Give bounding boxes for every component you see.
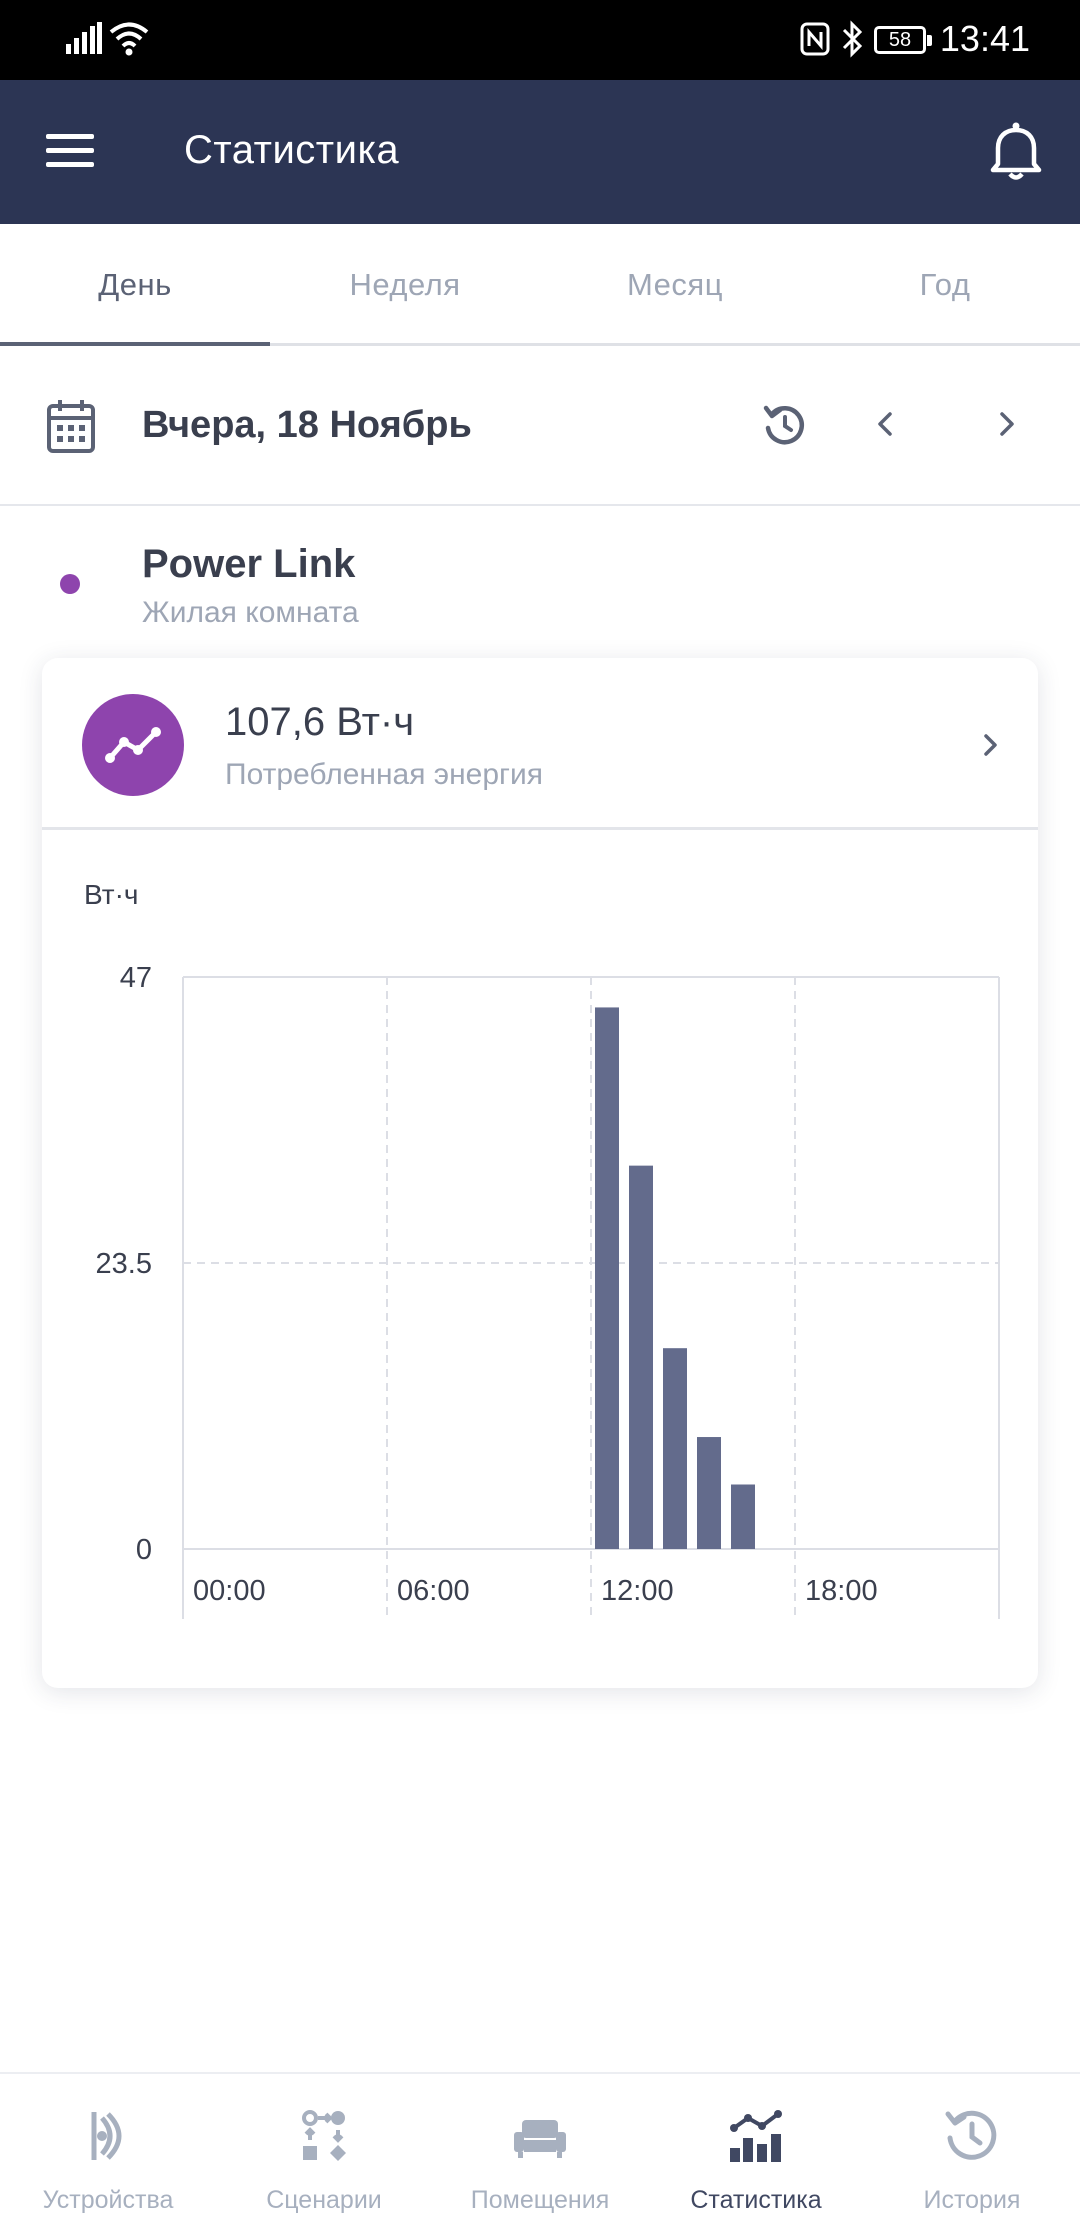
chart-bar (697, 1437, 721, 1549)
device-room: Жилая комната (142, 596, 359, 629)
energy-chart: Вт·ч 47 23.5 0 00:00 06:00 12:00 18:00 (42, 830, 1038, 1688)
y-tick-label: 47 (120, 962, 152, 994)
device-name: Power Link (142, 542, 356, 586)
bottom-navigation: Устройства Сценарии Помещения (0, 2072, 1080, 2240)
energy-value: 107,6 Вт·ч (225, 700, 415, 744)
energy-card: 107,6 Вт·ч Потребленная энергия Вт·ч 47 2… (42, 658, 1038, 1688)
x-tick-label: 06:00 (397, 1575, 470, 1607)
nfc-icon (800, 22, 830, 56)
chart-bar (629, 1165, 653, 1549)
nav-devices[interactable]: Устройства (0, 2074, 216, 2240)
trend-line-icon (105, 727, 161, 763)
device-header: Power Link Жилая комната (0, 520, 1080, 640)
bell-icon[interactable] (988, 120, 1044, 182)
y-tick-label: 0 (136, 1534, 152, 1566)
x-tick-label: 00:00 (193, 1575, 266, 1607)
tab-week[interactable]: Неделя (349, 267, 461, 302)
nav-statistics[interactable]: Статистика (648, 2074, 864, 2240)
device-status-dot (60, 574, 80, 594)
energy-bar-chart: Вт·ч 47 23.5 0 00:00 06:00 12:00 18:00 (84, 879, 1000, 1619)
nav-label: История (923, 2186, 1021, 2214)
menu-icon[interactable] (46, 130, 96, 170)
tab-year[interactable]: Год (919, 267, 971, 302)
x-tick-label: 12:00 (601, 1575, 674, 1607)
devices-icon (91, 2112, 122, 2160)
clock: 13:41 (939, 18, 1030, 59)
rooms-sofa-icon (514, 2120, 566, 2158)
nav-label: Сценарии (266, 2186, 382, 2214)
statistics-icon (730, 2110, 782, 2162)
nav-label: Статистика (690, 2186, 822, 2214)
nav-rooms[interactable]: Помещения (432, 2074, 648, 2240)
signal-icon (66, 22, 102, 54)
battery-indicator: 58 (874, 26, 932, 54)
wifi-icon (109, 22, 149, 56)
scenarios-icon (302, 2110, 346, 2161)
nav-history[interactable]: История (864, 2074, 1080, 2240)
energy-caption: Потребленная энергия (225, 758, 543, 791)
x-axis-ticks: 00:00 06:00 12:00 18:00 (193, 1575, 878, 1607)
chart-bar (595, 1007, 619, 1549)
x-tick-label: 18:00 (805, 1575, 878, 1607)
tab-day[interactable]: День (98, 267, 172, 302)
date-navigator: Вчера, 18 Ноябрь (0, 346, 1080, 506)
chevron-right-icon[interactable] (992, 404, 1022, 444)
page-title: Статистика (184, 128, 400, 172)
active-tab-indicator (0, 342, 270, 346)
y-axis-ticks: 47 23.5 0 (96, 962, 152, 1566)
nav-label: Помещения (470, 2186, 610, 2214)
history-icon (945, 2110, 997, 2160)
tab-month[interactable]: Месяц (627, 267, 723, 302)
chevron-left-icon[interactable] (870, 404, 900, 444)
chart-bars (595, 1007, 755, 1549)
energy-icon-badge (82, 694, 184, 796)
chart-grid (182, 976, 1000, 1619)
nav-scenarios[interactable]: Сценарии (216, 2074, 432, 2240)
app-bar: Статистика (0, 80, 1080, 224)
bluetooth-icon (842, 20, 863, 58)
status-bar: 58 13:41 (0, 0, 1080, 80)
selected-date[interactable]: Вчера, 18 Ноябрь (142, 404, 472, 446)
chart-bar (731, 1484, 755, 1549)
y-axis-label: Вт·ч (84, 879, 138, 910)
chart-bar (663, 1348, 687, 1549)
energy-summary-row[interactable]: 107,6 Вт·ч Потребленная энергия (42, 658, 1038, 830)
y-tick-label: 23.5 (96, 1248, 152, 1280)
nav-label: Устройства (42, 2186, 174, 2214)
period-tabs: День Неделя Месяц Год (0, 224, 1080, 346)
chevron-right-icon (984, 734, 997, 756)
refresh-icon[interactable] (760, 400, 810, 450)
calendar-icon[interactable] (46, 398, 96, 454)
